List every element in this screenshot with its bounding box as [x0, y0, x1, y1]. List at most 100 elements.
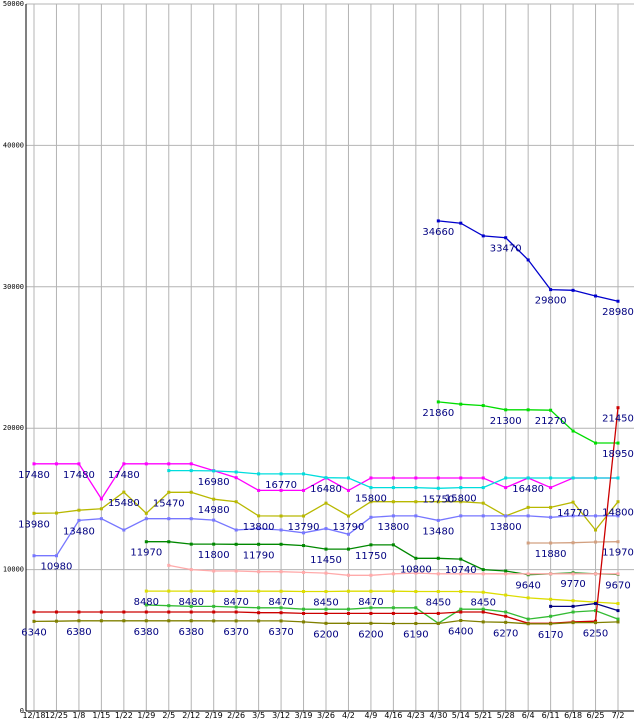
- x-tick-label: 2/19: [205, 711, 223, 720]
- data-point: [212, 569, 216, 573]
- data-point: [414, 606, 418, 610]
- data-label: 8450: [313, 598, 338, 609]
- data-point: [549, 597, 553, 601]
- data-label: 34660: [422, 227, 454, 238]
- data-point: [99, 610, 103, 614]
- data-point: [234, 610, 238, 614]
- data-point: [346, 611, 350, 615]
- data-point: [302, 488, 306, 492]
- data-point: [279, 514, 283, 518]
- data-point: [436, 400, 440, 404]
- data-point: [616, 500, 620, 504]
- x-tick-label: 5/21: [474, 711, 492, 720]
- data-point: [144, 511, 148, 515]
- data-point: [481, 620, 485, 624]
- data-point: [504, 620, 508, 624]
- data-point: [571, 429, 575, 433]
- data-label: 15470: [153, 498, 185, 509]
- data-label: 29800: [535, 296, 567, 307]
- data-label: 6200: [313, 629, 338, 640]
- data-point: [504, 593, 508, 597]
- data-point: [526, 258, 530, 262]
- data-point: [504, 476, 508, 480]
- data-point: [504, 236, 508, 240]
- data-point: [594, 294, 598, 298]
- data-point: [302, 611, 306, 615]
- data-label: 6200: [358, 629, 383, 640]
- x-tick-label: 3/26: [317, 711, 335, 720]
- x-tick-label: 4/16: [384, 711, 402, 720]
- data-point: [526, 505, 530, 509]
- data-label: 16480: [512, 484, 544, 495]
- y-tick-label: 30000: [3, 283, 24, 291]
- x-tick-label: 4/30: [429, 711, 447, 720]
- data-point: [144, 603, 148, 607]
- data-point: [77, 462, 81, 466]
- data-point: [526, 622, 530, 626]
- data-label: 13980: [18, 519, 50, 530]
- data-point: [324, 501, 328, 505]
- data-point: [481, 486, 485, 490]
- data-label: 8480: [134, 597, 159, 608]
- data-point: [122, 490, 126, 494]
- x-tick-label: 1/22: [115, 711, 133, 720]
- data-point: [189, 619, 193, 623]
- data-point: [257, 514, 261, 518]
- data-point: [616, 406, 620, 410]
- data-point: [189, 462, 193, 466]
- data-point: [144, 619, 148, 623]
- data-point: [324, 527, 328, 531]
- data-point: [391, 606, 395, 610]
- data-point: [189, 490, 193, 494]
- data-label: 9640: [515, 581, 540, 592]
- data-point: [571, 514, 575, 518]
- data-point: [122, 462, 126, 466]
- data-point: [302, 472, 306, 476]
- data-point: [459, 486, 463, 490]
- data-point: [414, 500, 418, 504]
- data-point: [167, 563, 171, 567]
- data-point: [369, 606, 373, 610]
- data-label: 8450: [471, 598, 496, 609]
- data-point: [391, 572, 395, 576]
- data-label: 28980: [602, 307, 634, 318]
- data-point: [571, 621, 575, 625]
- data-point: [391, 486, 395, 490]
- data-point: [481, 568, 485, 572]
- data-point: [616, 572, 620, 576]
- data-point: [414, 556, 418, 560]
- data-point: [391, 500, 395, 504]
- data-point: [234, 470, 238, 474]
- data-point: [616, 617, 620, 621]
- data-point: [594, 609, 598, 613]
- data-label: 14800: [602, 508, 634, 519]
- data-point: [189, 568, 193, 572]
- data-point: [459, 619, 463, 623]
- data-point: [616, 620, 620, 624]
- data-label: 15800: [355, 494, 387, 505]
- data-point: [257, 488, 261, 492]
- y-tick-label: 50000: [3, 0, 24, 8]
- data-point: [32, 610, 36, 614]
- data-point: [167, 462, 171, 466]
- data-point: [212, 469, 216, 473]
- data-point: [436, 500, 440, 504]
- x-tick-label: 5/28: [497, 711, 515, 720]
- data-point: [436, 556, 440, 560]
- data-label: 8470: [358, 597, 383, 608]
- series-line: [146, 590, 619, 605]
- data-point: [279, 619, 283, 623]
- data-label: 16980: [198, 477, 230, 488]
- data-point: [257, 542, 261, 546]
- data-point: [32, 462, 36, 466]
- data-label: 33470: [490, 244, 522, 255]
- data-label: 11970: [130, 548, 162, 559]
- data-point: [32, 511, 36, 515]
- data-label: 9670: [605, 580, 630, 591]
- data-labels: 34660 33470 29800 28980 21860 21300 21270 21450…: [18, 227, 634, 641]
- data-point: [212, 604, 216, 608]
- data-point: [212, 518, 216, 522]
- data-point: [369, 476, 373, 480]
- data-point: [616, 602, 620, 606]
- data-point: [549, 408, 553, 412]
